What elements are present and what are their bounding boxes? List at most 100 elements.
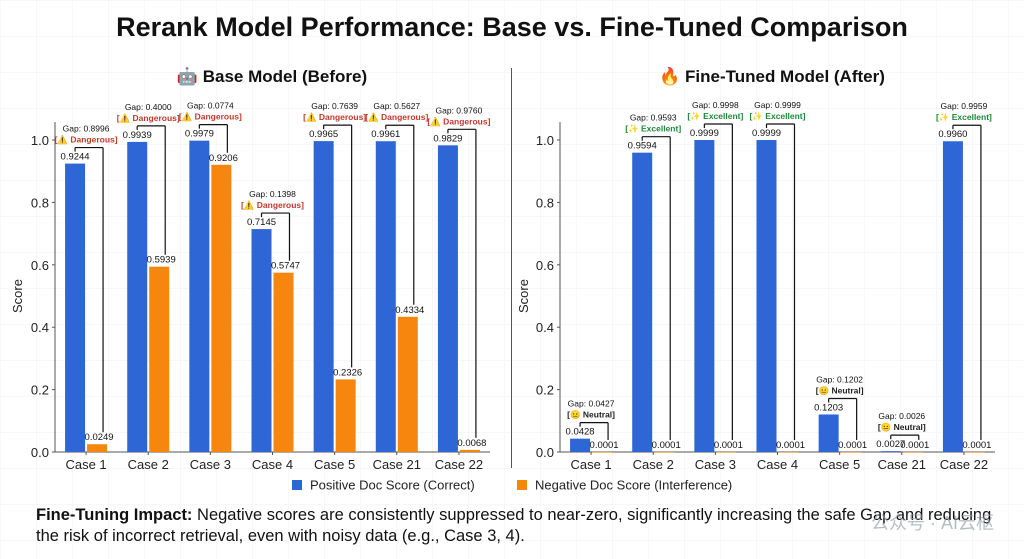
footer-note: Fine-Tuning Impact: Negative scores are … [36, 505, 996, 547]
bar-value-label-negative: 0.0001 [714, 440, 743, 451]
gap-value-label: Gap: 0.9959 [941, 101, 988, 111]
chart-title: Rerank Model Performance: Base vs. Fine-… [116, 12, 908, 42]
y-axis-label: Score [516, 279, 531, 313]
bar-value-label-positive: 0.9939 [123, 130, 152, 141]
bar-positive [65, 163, 86, 452]
x-tick-label: Case 21 [373, 457, 421, 472]
bar-value-label-negative: 0.0001 [838, 440, 867, 451]
bar-positive [818, 414, 839, 452]
panel-title: 🤖 Base Model (Before) [177, 66, 367, 86]
bar-negative [840, 451, 861, 453]
gap-status-label: [⚠️ Dangerous] [55, 135, 118, 145]
bar-negative [964, 451, 985, 453]
gap-status-label: [⚠️ Dangerous] [117, 113, 180, 123]
bar-value-label-negative: 0.0001 [652, 440, 681, 451]
gap-value-label: Gap: 0.0026 [878, 411, 925, 421]
gap-value-label: Gap: 0.1202 [816, 374, 863, 384]
y-tick-label: 0.8 [536, 195, 554, 210]
y-tick-label: 0.2 [536, 383, 554, 398]
bar-positive [694, 140, 715, 453]
bar-positive [189, 140, 210, 452]
x-tick-label: Case 22 [940, 457, 988, 472]
bar-positive [632, 152, 653, 452]
legend-label-positive: Positive Doc Score (Correct) [310, 478, 475, 493]
bar-positive [375, 141, 396, 452]
gap-value-label: Gap: 0.8996 [63, 124, 110, 134]
y-tick-label: 1.0 [31, 133, 49, 148]
gap-value-label: Gap: 0.9998 [692, 100, 739, 110]
y-tick-label: 0.6 [536, 258, 554, 273]
bar-value-label-negative: 0.5939 [147, 255, 176, 266]
bar-positive [756, 140, 777, 453]
bar-value-label-negative: 0.9206 [209, 153, 238, 164]
x-tick-label: Case 5 [819, 457, 860, 472]
gap-status-label: [⚠️ Dangerous] [303, 112, 366, 122]
x-tick-label: Case 1 [570, 457, 611, 472]
y-tick-label: 1.0 [536, 133, 554, 148]
bar-value-label-positive: 0.7145 [247, 217, 276, 228]
gap-status-label: [⚠️ Dangerous] [365, 112, 428, 122]
bar-value-label-positive: 0.0027 [876, 439, 905, 450]
bar-value-label-positive: 0.0428 [566, 427, 595, 438]
bar-value-label-negative: 0.2326 [333, 367, 362, 378]
gap-status-label: [😐 Neutral] [816, 385, 864, 395]
gap-value-label: Gap: 0.5627 [373, 101, 420, 111]
y-tick-label: 0.0 [536, 445, 554, 460]
x-tick-label: Case 5 [314, 457, 355, 472]
x-tick-label: Case 21 [878, 457, 926, 472]
bar-value-label-negative: 0.0249 [85, 432, 114, 443]
x-tick-label: Case 2 [633, 457, 674, 472]
watermark: 公众号 · AI云枢 [870, 513, 994, 533]
bar-value-label-negative: 0.0001 [900, 440, 929, 451]
bar-value-label-negative: 0.0001 [962, 440, 991, 451]
bar-value-label-positive: 0.9999 [690, 128, 719, 139]
bar-negative [273, 272, 294, 452]
gap-status-label: [⚠️ Dangerous] [427, 116, 490, 126]
bar-negative [149, 266, 170, 452]
gap-status-label: [⚠️ Dangerous] [179, 112, 242, 122]
gap-status-label: [⚠️ Dangerous] [241, 200, 304, 210]
bar-negative [459, 449, 480, 452]
bar-value-label-negative: 0.0001 [590, 440, 619, 451]
bar-positive [942, 141, 963, 453]
bar-positive [313, 141, 334, 453]
bar-negative [592, 451, 613, 453]
bar-negative [335, 379, 356, 452]
x-tick-label: Case 1 [65, 457, 106, 472]
gap-value-label: Gap: 0.9760 [436, 105, 483, 115]
bar-value-label-positive: 0.9594 [628, 141, 657, 152]
gap-status-label: [✨ Excellent] [687, 111, 743, 121]
y-tick-label: 0.4 [536, 320, 554, 335]
bar-negative [654, 451, 675, 453]
bar-positive [127, 141, 148, 452]
bar-negative [716, 451, 737, 453]
panel-title: 🔥 Fine-Tuned Model (After) [659, 66, 885, 86]
x-tick-label: Case 3 [695, 457, 736, 472]
bar-value-label-negative: 0.0001 [776, 440, 805, 451]
gap-status-label: [✨ Excellent] [750, 111, 806, 121]
gap-value-label: Gap: 0.0427 [568, 399, 615, 409]
y-tick-label: 0.6 [31, 258, 49, 273]
bar-negative [778, 451, 799, 453]
bar-value-label-negative: 0.5747 [271, 261, 300, 272]
y-tick-label: 0.2 [31, 383, 49, 398]
bar-negative [87, 444, 108, 452]
y-tick-label: 0.0 [31, 445, 49, 460]
bar-value-label-positive: 0.1203 [814, 402, 843, 413]
bar-positive [437, 145, 458, 452]
y-axis-label: Score [10, 279, 25, 313]
bar-value-label-positive: 0.9244 [61, 152, 90, 163]
y-tick-label: 0.8 [31, 195, 49, 210]
x-tick-label: Case 4 [757, 457, 798, 472]
bar-positive [570, 438, 591, 452]
gap-value-label: Gap: 0.9593 [630, 113, 677, 123]
bar-value-label-positive: 0.9961 [371, 129, 400, 140]
footer-text: Negative scores are consistently suppres… [36, 506, 992, 545]
bar-value-label-negative: 0.4334 [395, 305, 424, 316]
legend-label-negative: Negative Doc Score (Interference) [535, 478, 732, 493]
gap-value-label: Gap: 0.7639 [311, 101, 358, 111]
gap-status-label: [✨ Excellent] [625, 124, 681, 134]
bar-negative [211, 164, 232, 452]
panel-divider [511, 68, 512, 468]
